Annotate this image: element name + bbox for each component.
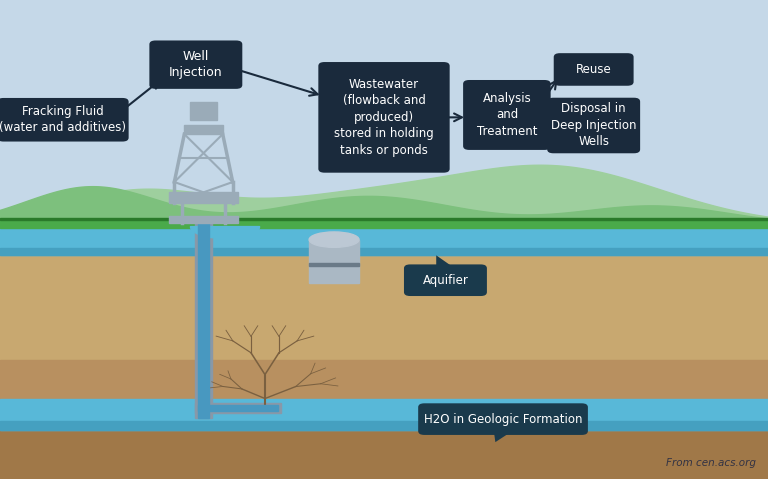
Bar — [0, 399, 768, 430]
Text: Reuse: Reuse — [576, 63, 611, 76]
FancyBboxPatch shape — [404, 264, 487, 296]
Text: Disposal in
Deep Injection
Wells: Disposal in Deep Injection Wells — [551, 103, 637, 148]
Bar — [0, 248, 768, 255]
Polygon shape — [436, 255, 455, 268]
Bar — [0, 421, 768, 430]
Bar — [0, 228, 768, 479]
Bar — [195, 223, 212, 418]
Bar — [0, 0, 768, 223]
Bar — [184, 125, 223, 134]
Text: Analysis
and
Treatment: Analysis and Treatment — [477, 92, 537, 138]
Bar — [0, 228, 768, 255]
Bar — [0, 220, 768, 228]
Bar — [309, 262, 359, 266]
Text: Fracking Fluid
(water and additives): Fracking Fluid (water and additives) — [0, 105, 127, 135]
Bar — [195, 403, 281, 413]
FancyBboxPatch shape — [318, 62, 449, 173]
Bar — [0, 255, 768, 360]
Polygon shape — [190, 227, 260, 239]
Polygon shape — [494, 431, 512, 442]
Bar — [169, 192, 238, 203]
Text: Well
Injection: Well Injection — [169, 50, 223, 80]
Bar — [198, 223, 209, 418]
Text: Aquifier: Aquifier — [422, 274, 468, 287]
Bar — [0, 360, 768, 399]
Bar — [169, 216, 238, 223]
FancyBboxPatch shape — [547, 98, 641, 153]
FancyBboxPatch shape — [463, 80, 551, 150]
Ellipse shape — [309, 232, 359, 247]
Bar — [190, 102, 217, 120]
Bar — [0, 218, 768, 220]
Text: H2O in Geologic Formation: H2O in Geologic Formation — [424, 412, 582, 426]
FancyBboxPatch shape — [0, 98, 128, 142]
Text: Wastewater
(flowback and
produced)
stored in holding
tanks or ponds: Wastewater (flowback and produced) store… — [334, 78, 434, 157]
FancyBboxPatch shape — [418, 403, 588, 435]
Bar — [309, 240, 359, 283]
FancyBboxPatch shape — [149, 41, 243, 89]
Bar — [0, 430, 768, 479]
Bar — [198, 405, 278, 411]
Text: From cen.acs.org: From cen.acs.org — [667, 458, 756, 468]
FancyBboxPatch shape — [554, 53, 634, 86]
